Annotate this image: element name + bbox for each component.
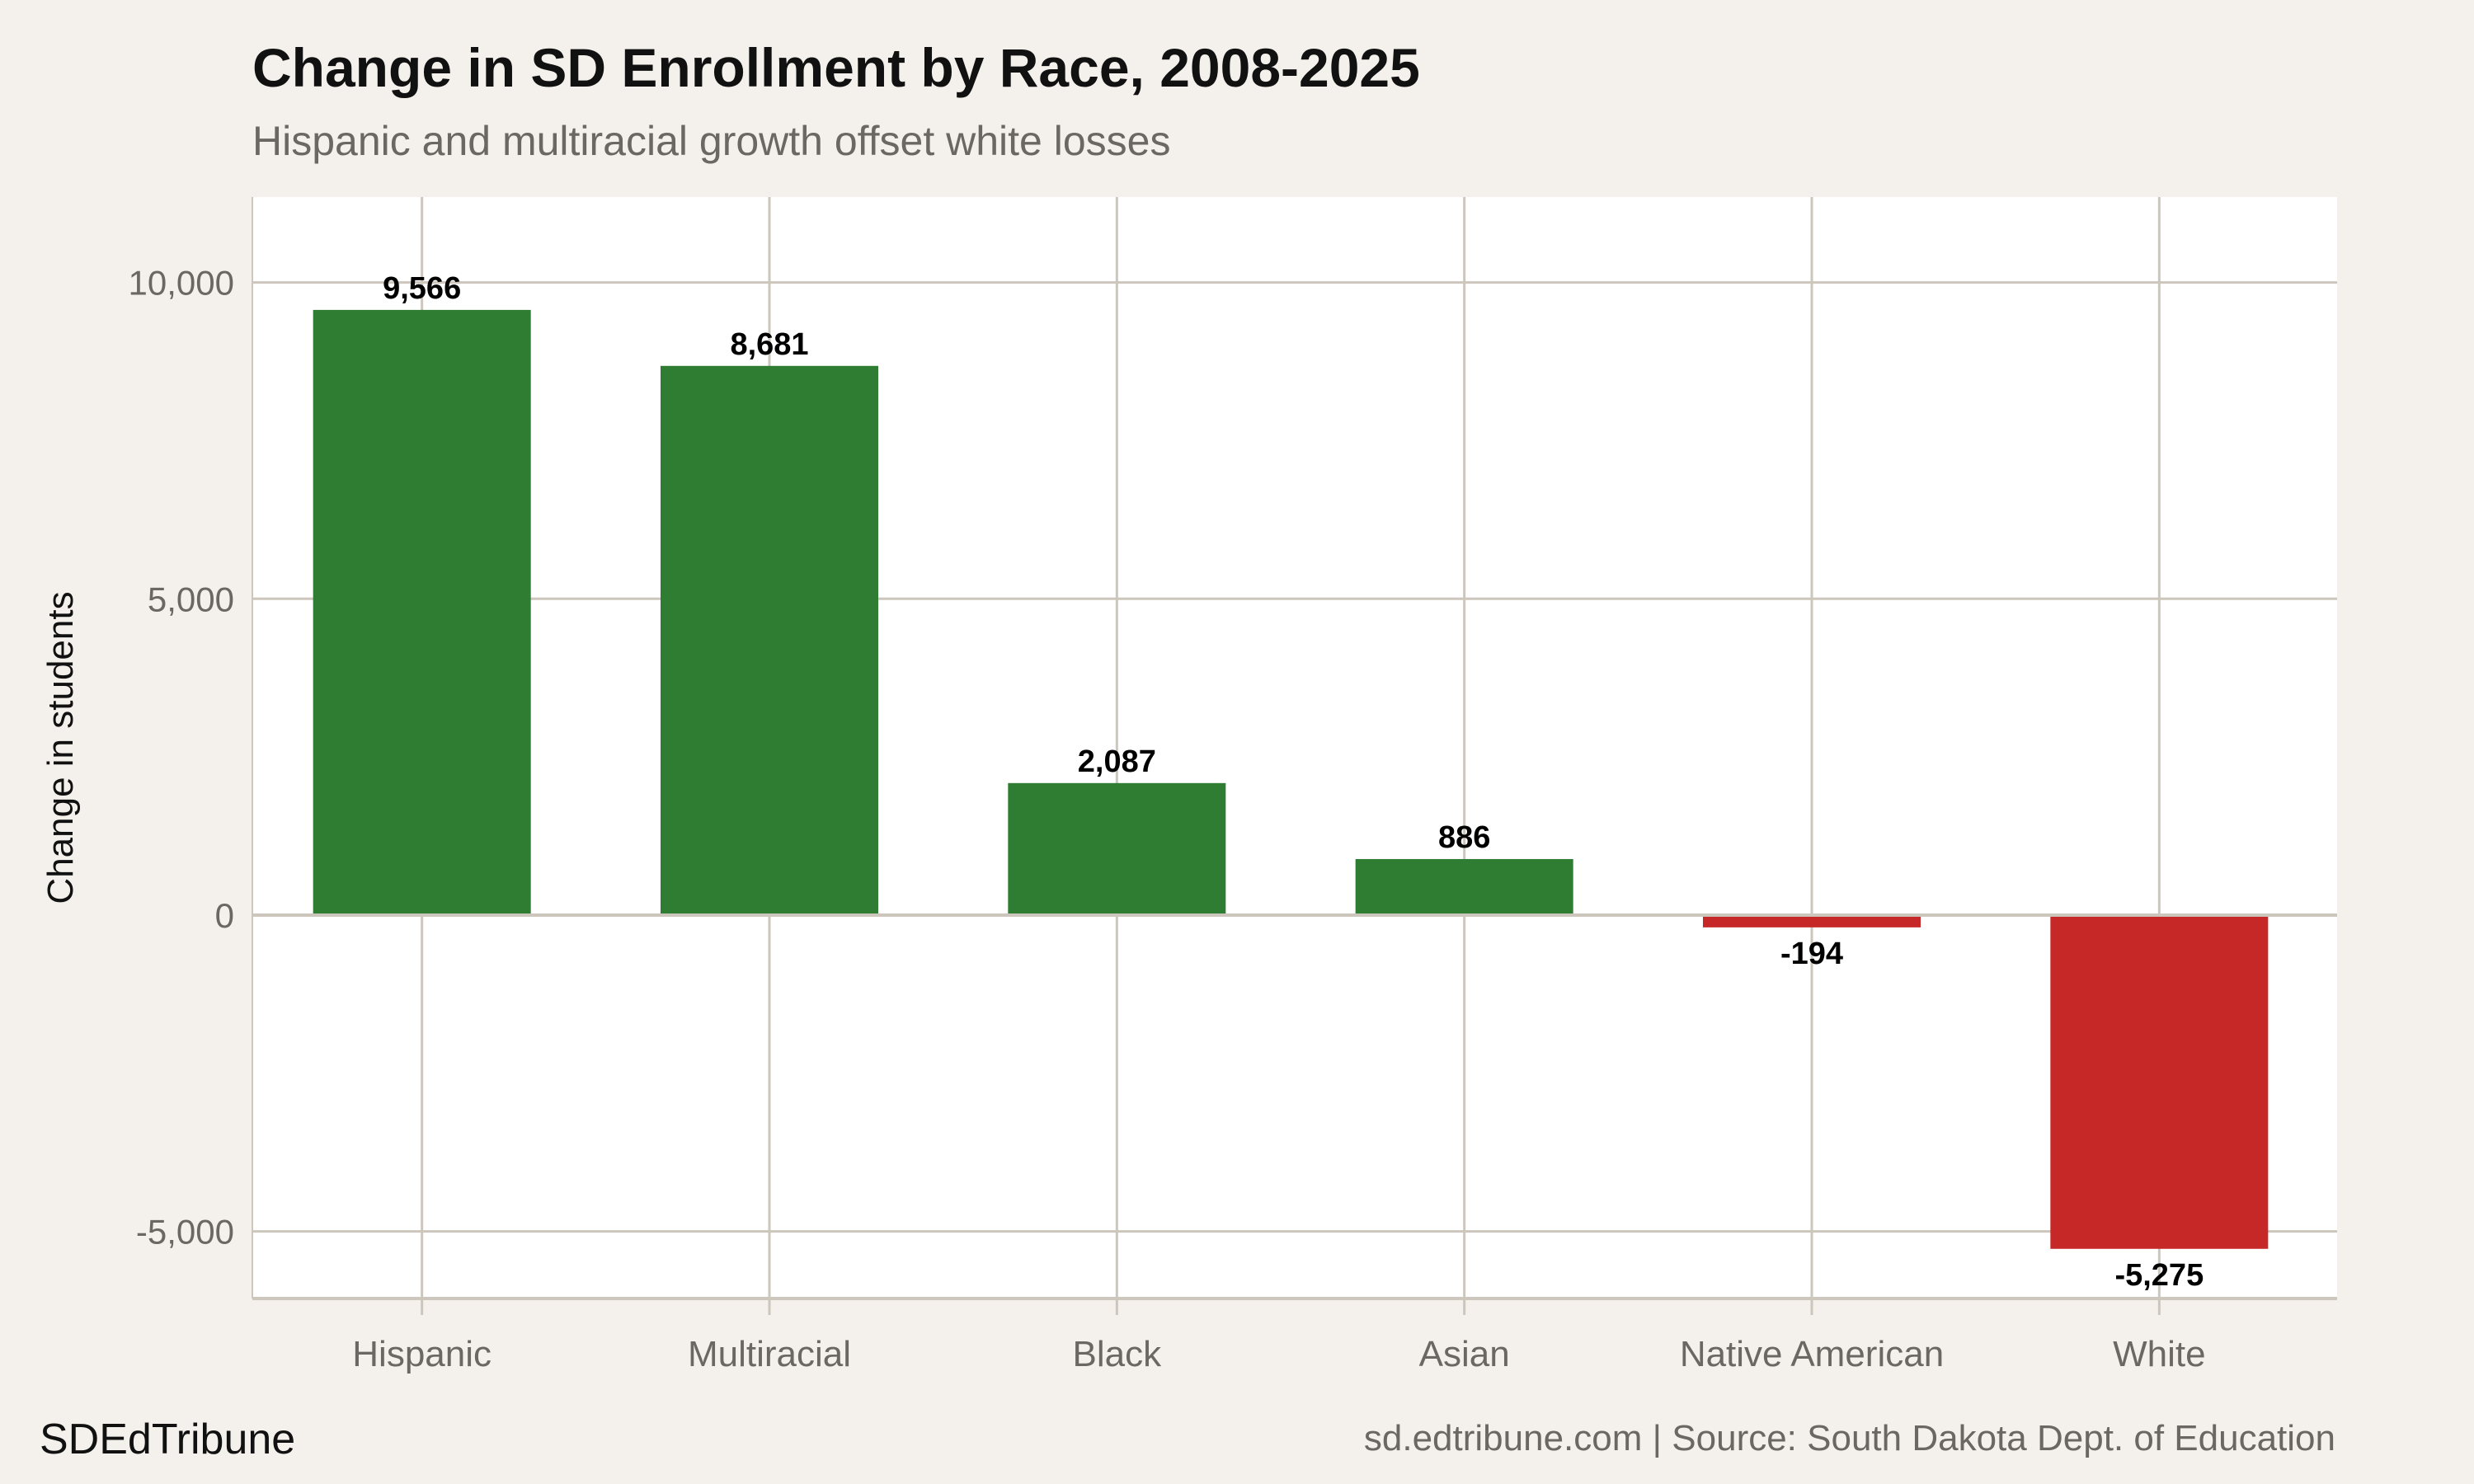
data-label: 886 <box>1438 820 1490 855</box>
data-label: 9,566 <box>383 271 461 306</box>
x-tick-label: Asian <box>1419 1334 1510 1374</box>
bar-asian <box>1355 858 1573 915</box>
y-tick-label: 0 <box>215 896 234 935</box>
brand-label: SDEdTribune <box>40 1416 296 1463</box>
chart-subtitle: Hispanic and multiracial growth offset w… <box>252 118 1171 164</box>
bar-native-american <box>1703 914 1921 928</box>
bar-hispanic <box>313 309 531 915</box>
x-tick-label: Hispanic <box>352 1334 492 1374</box>
chart-title: Change in SD Enrollment by Race, 2008-20… <box>252 37 1420 98</box>
plot-panel <box>252 197 2337 1298</box>
y-tick-label: 5,000 <box>148 580 234 618</box>
data-label: -194 <box>1780 937 1843 971</box>
y-tick-label: -5,000 <box>136 1213 234 1252</box>
y-tick-label: 10,000 <box>129 264 234 303</box>
bar-white <box>2050 914 2269 1249</box>
x-tick-label: Native American <box>1680 1334 1944 1374</box>
bar-multiracial <box>661 365 878 915</box>
bar-black <box>1008 782 1226 915</box>
x-tick-label: Black <box>1073 1334 1163 1374</box>
source-note: sd.edtribune.com | Source: South Dakota … <box>1363 1418 2335 1458</box>
y-axis-label: Change in students <box>40 591 81 904</box>
data-label: 8,681 <box>730 327 808 362</box>
data-label: -5,275 <box>2114 1258 2204 1293</box>
data-label: 2,087 <box>1078 744 1156 779</box>
x-tick-label: Multiracial <box>688 1334 851 1374</box>
x-tick-label: White <box>2113 1334 2205 1374</box>
